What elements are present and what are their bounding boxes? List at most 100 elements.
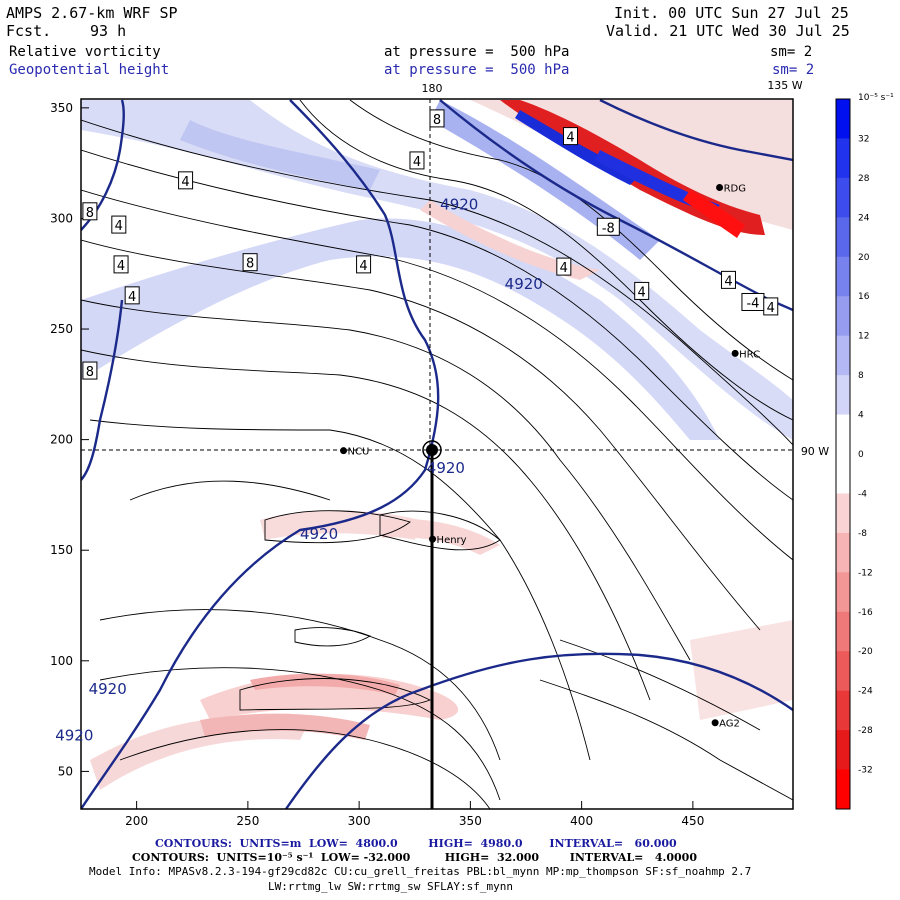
colorbar-tick-label: 8: [858, 371, 864, 381]
vorticity-label: 4: [767, 301, 775, 316]
colorbar-segment: [836, 414, 850, 455]
vorticity-label-box: [82, 361, 98, 380]
station-markers: NCU Henry HRC RDG AG2: [340, 183, 760, 730]
height-label: 4920: [440, 196, 478, 214]
field1-smoothing: sm= 2: [770, 44, 813, 60]
colorbar-tick-label: 4: [858, 411, 864, 421]
colorbar-segment: [836, 690, 850, 731]
vorticity-contour-labels: 8 4 4 4 8 4 -8 -4 4 8 4 4 4 4 4 4 8: [82, 109, 779, 380]
y-tick-label: 100: [50, 654, 73, 668]
colorbar-tick-label: -8: [858, 529, 867, 539]
field2-level: at pressure = 500 hPa: [384, 62, 570, 78]
footer-height-contours: CONTOURS: UNITS=m LOW= 4800.0 HIGH= 4980…: [155, 837, 677, 850]
x-tick-label: 450: [681, 814, 704, 828]
footer-model-info: Model Info: MPASv8.2.3-194-gf29cd82c CU:…: [89, 865, 752, 878]
y-tick-label: 300: [50, 211, 73, 225]
vorticity-label-box: [356, 255, 372, 274]
colorbar-tick-label: 16: [858, 292, 870, 302]
y-tick-label: 200: [50, 433, 73, 447]
station-label: HRC: [739, 349, 760, 360]
station-label: Henry: [437, 535, 467, 546]
vorticity-label-box: [409, 151, 425, 170]
valid-time: Valid. 21 UTC Wed 30 Jul 25: [606, 22, 850, 40]
vorticity-label: 8: [433, 113, 441, 128]
vorticity-label: 4: [117, 259, 125, 274]
colorbar-tick-label: -4: [858, 489, 867, 499]
vorticity-contours: [81, 99, 793, 809]
height-label: 4920: [89, 680, 127, 698]
vorticity-shading: [81, 100, 793, 790]
colorbar-tick-label: -24: [858, 687, 873, 697]
colorbar-segment: [836, 256, 850, 297]
colorbar-segment: [836, 217, 850, 258]
colorbar-tick-label: -16: [858, 608, 873, 618]
field2-name: Geopotential height: [9, 62, 170, 78]
height-label: 4920: [505, 275, 543, 293]
colorbar-segment: [836, 572, 850, 613]
vorticity-label-box: [563, 127, 578, 146]
vorticity-label-box: [113, 255, 129, 274]
meridian-135w-label: 135 W: [767, 79, 802, 92]
footer-vorticity-contours: CONTOURS: UNITS=10⁻⁵ s⁻¹ LOW= -32.000 HI…: [132, 851, 697, 864]
x-tick-label: 350: [459, 814, 482, 828]
forecast-label: Fcst.: [6, 22, 52, 40]
colorbar-segment: [836, 611, 850, 652]
init-time: Init. 00 UTC Sun 27 Jul 25: [614, 4, 849, 22]
colorbar-segment: [836, 769, 850, 810]
colorbar-tick-label: -28: [858, 726, 873, 736]
vorticity-label: 4: [128, 290, 136, 305]
height-label: 4920: [427, 459, 465, 477]
vorticity-label: -8: [602, 221, 615, 236]
y-tick-label: 150: [50, 543, 73, 557]
vorticity-label-box: [124, 286, 140, 305]
colorbar-tick-label: 24: [858, 213, 870, 223]
height-label: 4920: [55, 726, 93, 744]
station-dot: [731, 349, 739, 357]
colorbar-tick-label: -32: [858, 766, 873, 776]
colorbar-tick-label: 20: [858, 253, 870, 263]
model-title: AMPS 2.67-km WRF SP: [6, 4, 178, 22]
height-label: 4920: [300, 525, 338, 543]
parallel-90w-label: 90 W: [801, 445, 829, 458]
station-label: RDG: [724, 183, 746, 194]
station-dot: [429, 535, 437, 543]
vorticity-label-box: [242, 253, 258, 272]
colorbar-segment: [836, 99, 850, 139]
colorbar-frame: [835, 98, 851, 810]
field1-level: at pressure = 500 hPa: [384, 44, 570, 60]
y-axis-ticks: 50 100 150 200 250 300 350: [50, 101, 89, 778]
field2-smoothing: sm= 2: [772, 62, 815, 78]
station-label: NCU: [348, 447, 370, 458]
vorticity-label-box: [634, 281, 650, 300]
vorticity-label-box: [720, 270, 736, 289]
x-tick-label: 250: [236, 814, 259, 828]
vorticity-label-box: [82, 202, 98, 221]
colorbar-segment: [836, 296, 850, 337]
vorticity-label-box: [596, 217, 620, 236]
colorbar-tick-label: -12: [858, 568, 873, 578]
colorbar-segment: [836, 454, 850, 494]
vorticity-label: -4: [746, 296, 759, 311]
x-tick-label: 300: [348, 814, 371, 828]
forecast-hour: 93 h: [90, 22, 127, 40]
station-dot: [716, 183, 724, 191]
colorbar-tick-label: -20: [858, 647, 873, 657]
x-tick-label: 200: [125, 814, 148, 828]
vorticity-label: 4: [566, 131, 574, 146]
vorticity-label: 8: [86, 365, 94, 380]
colorbar-segment: [836, 138, 850, 179]
plot-frame: [80, 98, 794, 810]
y-tick-label: 250: [50, 322, 73, 336]
vorticity-label: 8: [246, 257, 254, 272]
y-tick-label: 350: [50, 101, 73, 115]
x-tick-label: 400: [570, 814, 593, 828]
colorbar-tick-label: 28: [858, 174, 870, 184]
x-axis-ticks: 200 250 300 350 400 450: [125, 801, 704, 828]
colorbar-tick-label: 12: [858, 332, 869, 342]
colorbar-tick-label: 0: [858, 450, 864, 460]
vorticity-label: 4: [413, 155, 421, 170]
vorticity-label: 8: [86, 206, 94, 221]
colorbar-segment: [836, 177, 850, 218]
meridian-180-label: 180: [422, 82, 443, 95]
